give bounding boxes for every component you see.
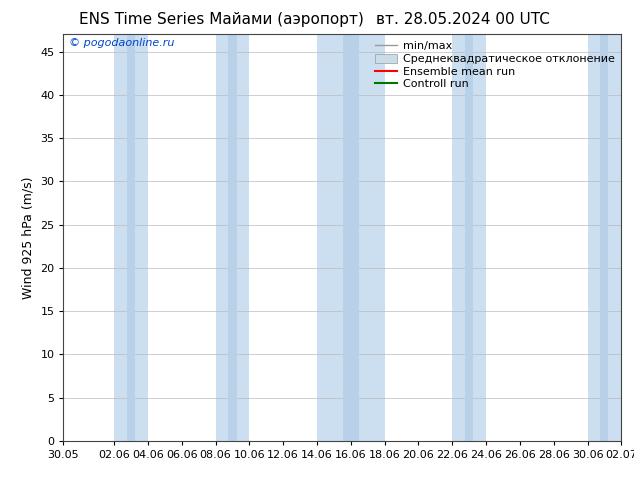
Bar	[600, 34, 609, 441]
Bar	[452, 34, 486, 441]
Bar	[114, 34, 148, 441]
Text: ENS Time Series Майами (аэропорт): ENS Time Series Майами (аэропорт)	[79, 12, 365, 27]
Bar	[228, 34, 236, 441]
Bar	[317, 34, 385, 441]
Text: © pogodaonline.ru: © pogodaonline.ru	[69, 38, 174, 49]
Bar	[216, 34, 249, 441]
Text: вт. 28.05.2024 00 UTC: вт. 28.05.2024 00 UTC	[376, 12, 550, 27]
Bar	[588, 34, 621, 441]
Legend: min/max, Среднеквадратическое отклонение, Ensemble mean run, Controll run: min/max, Среднеквадратическое отклонение…	[372, 38, 618, 93]
Bar	[127, 34, 135, 441]
Bar	[465, 34, 473, 441]
Bar	[343, 34, 359, 441]
Y-axis label: Wind 925 hPa (m/s): Wind 925 hPa (m/s)	[22, 176, 35, 299]
